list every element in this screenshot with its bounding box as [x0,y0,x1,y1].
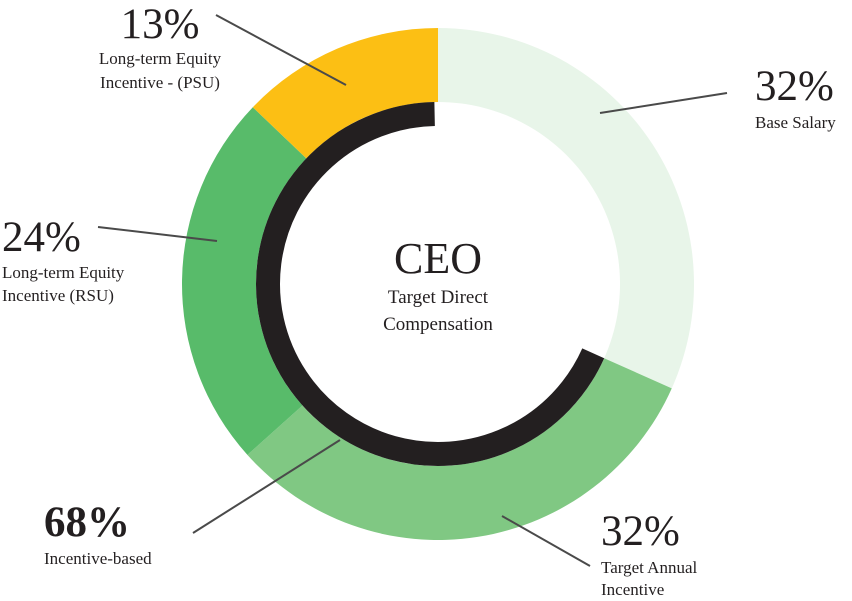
rsu-label-line-1: Long-term Equity [2,263,125,282]
rsu-label-line-2: Incentive (RSU) [2,286,114,305]
base-salary-label: Base Salary [755,113,836,132]
leader-line-base-salary [599,92,728,114]
slice-long-term-equity-incentive-psu [252,28,438,159]
psu-label-line-1: Long-term Equity [99,49,222,68]
center-label: CEO Target Direct Compensation [383,234,493,335]
psu-label-line-2: Incentive - (PSU) [100,73,220,92]
label-rsu: 24% Long-term Equity Incentive (RSU) [2,214,125,305]
target-annual-incentive-percent: 32% [601,508,680,555]
label-incentive-based: 68% Incentive-based [44,499,152,568]
label-psu: 13% Long-term Equity Incentive - (PSU) [99,1,222,92]
slice-target-annual-incentive [247,358,672,540]
leader-line-target-annual-incentive [501,515,591,567]
label-base-salary: 32% Base Salary [755,63,836,132]
incentive-based-inner-ring [256,102,605,466]
leader-line-psu [215,14,347,86]
label-target-annual-incentive: 32% Target Annual Incentive [601,508,697,599]
leader-lines [97,14,728,567]
slice-long-term-equity-incentive-rsu [182,107,307,455]
target-annual-incentive-label-line-2: Incentive [601,580,664,599]
leader-line-incentive-based [192,439,341,534]
slice-base-salary [438,28,695,389]
center-subtitle-line-2: Compensation [383,314,493,335]
center-subtitle-line-1: Target Direct [388,287,489,308]
incentive-based-label: Incentive-based [44,549,152,568]
leader-line-rsu [97,226,218,242]
donut-slices [182,28,695,540]
center-title: CEO [394,234,482,283]
psu-percent: 13% [121,1,200,48]
incentive-based-percent: 68% [44,499,130,546]
base-salary-percent: 32% [755,63,834,110]
rsu-percent: 24% [2,214,81,261]
target-annual-incentive-label-line-1: Target Annual [601,558,697,577]
